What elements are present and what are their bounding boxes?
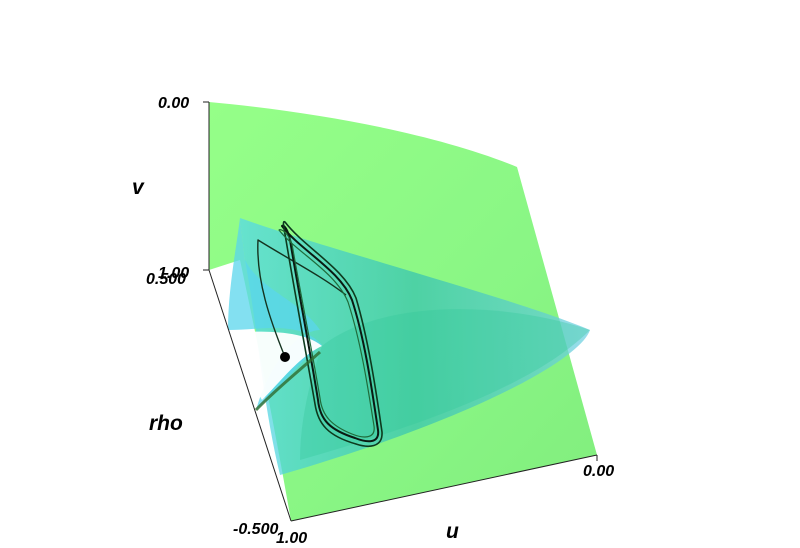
trajectory-start-marker — [280, 352, 290, 362]
v-tick-label-top: 0.00 — [158, 95, 189, 112]
v-tick-label-bottom: 1.00 — [158, 265, 189, 282]
trajectory — [254, 220, 383, 447]
trajectory-orbit-3 — [278, 229, 375, 438]
u-axis-title: u — [446, 520, 459, 543]
surface-overlap — [300, 309, 590, 460]
u-tick-label-right: 0.00 — [583, 463, 614, 480]
surface-gap — [228, 331, 322, 400]
trajectory-tail — [254, 350, 322, 412]
rho-tick-label-bottom: -0.500 — [233, 521, 278, 538]
rho-axis-title: rho — [149, 412, 183, 435]
rho-tick-label-top: 0.500 — [146, 271, 186, 288]
trajectory-orbit-2 — [282, 220, 383, 447]
trajectory-transient — [257, 239, 347, 358]
v-axis-title: v — [132, 176, 145, 199]
u-axis-line — [290, 454, 598, 522]
u-tick-label-left: 1.00 — [276, 530, 307, 547]
rho-axis-line — [208, 269, 292, 522]
trajectory-orbit-1 — [281, 224, 380, 443]
